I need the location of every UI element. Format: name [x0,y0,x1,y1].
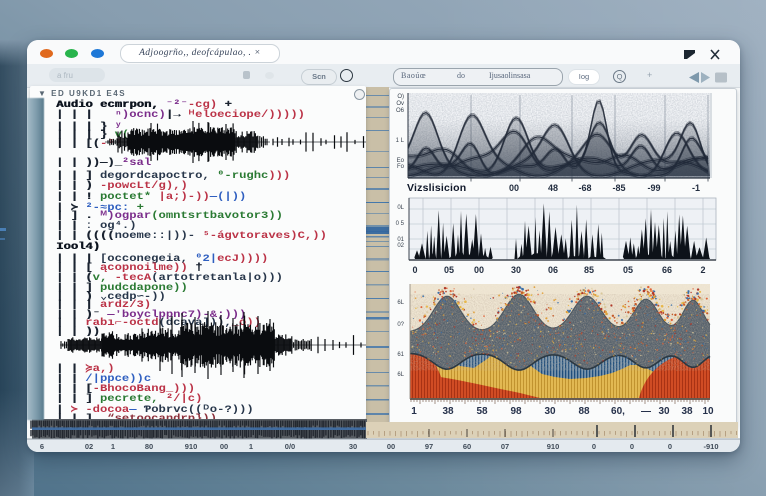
svg-text:Fo: Fo [397,164,405,170]
svg-text:60,: 60, [611,406,625,417]
svg-text:30: 30 [511,265,521,275]
svg-text:60: 60 [463,442,471,451]
svg-text:0: 0 [412,265,417,275]
svg-text:06: 06 [548,265,558,275]
svg-text:97: 97 [425,442,433,451]
svg-text:30: 30 [349,442,357,451]
svg-text:0 5: 0 5 [396,221,405,227]
svg-text:30: 30 [658,406,670,417]
svg-text:38: 38 [681,406,693,417]
svg-text:10: 10 [702,406,714,417]
svg-text:61: 61 [397,352,404,358]
svg-text:02: 02 [397,243,404,249]
svg-text:—: — [641,406,651,417]
svg-text:05: 05 [444,265,454,275]
svg-text:30: 30 [544,406,556,417]
svg-text:O): O) [397,94,404,100]
svg-text:-99: -99 [647,183,660,193]
svg-text:05: 05 [623,265,633,275]
svg-text:38: 38 [442,406,454,417]
svg-text:O6: O6 [396,108,405,114]
svg-text:0L: 0L [397,205,404,211]
svg-text:00: 00 [474,265,484,275]
svg-text:-1: -1 [692,183,700,193]
svg-text:2: 2 [700,265,705,275]
svg-text:0: 0 [630,442,634,451]
svg-text:0/0: 0/0 [285,442,295,451]
svg-text:48: 48 [548,183,558,193]
svg-text:88: 88 [578,406,590,417]
svg-text:1 L: 1 L [396,138,405,144]
svg-text:910: 910 [185,442,198,451]
svg-text:1: 1 [411,406,417,417]
svg-text:00: 00 [387,442,395,451]
svg-text:910: 910 [547,442,560,451]
svg-text:0?: 0? [397,322,404,328]
svg-text:6L: 6L [397,300,404,306]
svg-text:1: 1 [111,442,115,451]
svg-text:98: 98 [510,406,522,417]
svg-text:00: 00 [220,442,228,451]
svg-text:07: 07 [501,442,509,451]
svg-text:66: 66 [662,265,672,275]
svg-text:6L: 6L [397,372,404,378]
svg-text:1: 1 [249,442,253,451]
svg-text:6: 6 [40,442,44,451]
svg-text:-85: -85 [612,183,625,193]
svg-text:58: 58 [476,406,488,417]
svg-text:80: 80 [145,442,153,451]
svg-text:0: 0 [592,442,596,451]
svg-text:02: 02 [85,442,93,451]
svg-text:-910: -910 [703,442,718,451]
svg-text:00: 00 [509,183,519,193]
svg-text:0: 0 [668,442,672,451]
svg-text:01: 01 [397,237,404,243]
svg-text:85: 85 [584,265,594,275]
svg-text:-68: -68 [578,183,591,193]
svg-text:Ov: Ov [396,101,404,107]
svg-text:Eo: Eo [397,158,405,164]
